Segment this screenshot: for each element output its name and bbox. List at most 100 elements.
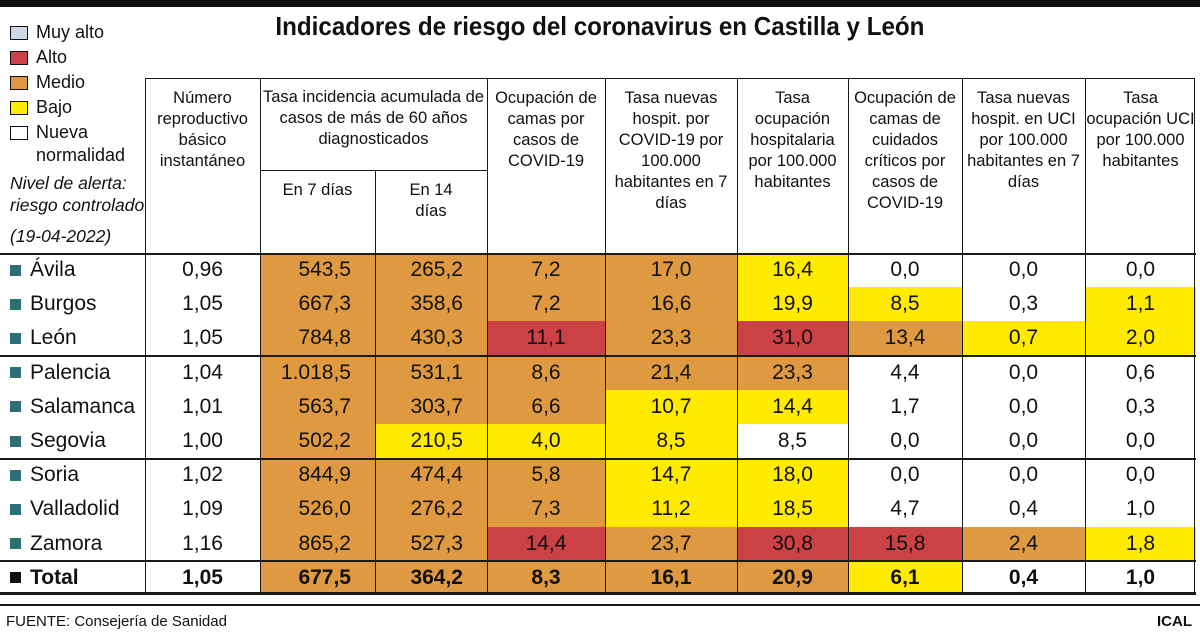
value-cell: 14,7 (605, 458, 737, 493)
province-name: León (30, 326, 77, 350)
province-name: Valladolid (30, 497, 120, 521)
col-header-hosp-occup: Tasa ocupación hospitalaria por 100.000 … (748, 89, 837, 191)
value-cell: 1,02 (145, 458, 260, 493)
value-cell: 667,3 (260, 287, 375, 322)
row-bullet-icon (10, 298, 21, 310)
value-cell: 8,3 (487, 560, 605, 595)
value-cell: 6,6 (487, 389, 605, 424)
row-label: Valladolid (0, 492, 145, 527)
col-header-new-hosp: Tasa nuevas hospit. por COVID-19 por 100… (614, 89, 728, 212)
legend-label: Muy alto (36, 22, 105, 42)
value-cell: 13,4 (848, 321, 962, 356)
legend-label: Alto (36, 47, 68, 67)
value-cell: 303,7 (375, 389, 487, 424)
value-cell: 21,4 (605, 355, 737, 390)
value-cell: 4,4 (848, 355, 962, 390)
value-cell: 6,1 (848, 560, 962, 595)
value-cell: 276,2 (375, 492, 487, 527)
row-bullet-icon (10, 435, 21, 447)
value-cell: 0,0 (848, 458, 962, 493)
value-cell: 16,1 (605, 560, 737, 595)
value-cell: 1,0 (1085, 560, 1196, 595)
risk-table: Número reproductivo básico instantáneo T… (0, 78, 1196, 595)
value-cell: 527,3 (375, 526, 487, 561)
value-cell: 1,8 (1085, 526, 1196, 561)
grid-line-vertical (962, 78, 963, 595)
province-name: Ávila (30, 258, 76, 282)
legend-item: Bajo (10, 97, 160, 119)
row-label: Segovia (0, 423, 145, 459)
value-cell: 1,05 (145, 321, 260, 356)
value-cell: 10,7 (605, 389, 737, 424)
value-cell: 784,8 (260, 321, 375, 356)
top-rule (0, 0, 1200, 7)
value-cell: 14,4 (737, 389, 848, 424)
row-label: León (0, 321, 145, 356)
row-label: Salamanca (0, 389, 145, 424)
value-cell: 1,01 (145, 389, 260, 424)
value-cell: 0,4 (962, 560, 1085, 595)
value-cell: 0,6 (1085, 355, 1196, 390)
grid-line-group-separator (0, 355, 1196, 357)
value-cell: 1,05 (145, 287, 260, 322)
value-cell: 11,2 (605, 492, 737, 527)
table-row: Salamanca 1,01 563,7 303,7 6,6 10,7 14,4 1,7 0,0… (0, 389, 1196, 424)
value-cell: 430,3 (375, 321, 487, 356)
grid-line-vertical (737, 78, 738, 595)
risk-swatch-nueva-normalidad-icon (10, 126, 28, 140)
legend-label: Nueva normalidad (36, 122, 126, 165)
value-cell: 210,5 (375, 423, 487, 459)
grid-line-vertical (1085, 78, 1086, 595)
alert-date: (19-04-2022) (10, 226, 112, 246)
value-cell: 1,7 (848, 389, 962, 424)
agency-credit: ICAL (1157, 613, 1192, 630)
value-cell: 1,00 (145, 423, 260, 459)
value-cell: 0,7 (962, 321, 1085, 356)
grid-line-vertical (145, 78, 146, 595)
value-cell: 8,6 (487, 355, 605, 390)
grid-line-vertical (375, 170, 376, 595)
col-header-icu-occup: Tasa ocupación UCI por 100.000 habitante… (1086, 89, 1195, 170)
table-body: Ávila 0,96 543,5 265,2 7,2 17,0 16,4 0,0 0,0 0,0 B… (0, 253, 1196, 595)
province-name: Total (30, 565, 79, 589)
value-cell: 265,2 (375, 253, 487, 288)
value-cell: 0,0 (1085, 253, 1196, 288)
legend-item: Alto (10, 47, 160, 69)
page-title: Indicadores de riesgo del coronavirus en… (0, 11, 1200, 42)
table-row: Ávila 0,96 543,5 265,2 7,2 17,0 16,4 0,0 0,0 0,0 (0, 253, 1196, 288)
col-header-icu-new: Tasa nuevas hospit. en UCI por 100.000 h… (967, 89, 1080, 191)
value-cell: 18,5 (737, 492, 848, 527)
value-cell: 7,3 (487, 492, 605, 527)
value-cell: 1,1 (1085, 287, 1196, 322)
value-cell: 0,0 (962, 458, 1085, 493)
value-cell: 358,6 (375, 287, 487, 322)
value-cell: 23,3 (737, 355, 848, 390)
row-bullet-icon (10, 538, 21, 550)
value-cell: 20,9 (737, 560, 848, 595)
grid-line-group-separator (0, 560, 1196, 562)
grid-line-table-bottom (0, 592, 1196, 595)
value-cell: 17,0 (605, 253, 737, 288)
value-cell: 23,7 (605, 526, 737, 561)
value-cell: 364,2 (375, 560, 487, 595)
province-name: Burgos (30, 292, 97, 316)
grid-line-vertical (605, 78, 606, 595)
risk-swatch-bajo-icon (10, 101, 28, 115)
row-label: Palencia (0, 355, 145, 390)
grid-line-group-separator (0, 458, 1196, 460)
col-header-icu-beds: Ocupación de camas de cuidados críticos … (854, 89, 956, 212)
province-name: Segovia (30, 429, 106, 453)
value-cell: 4,0 (487, 423, 605, 459)
value-cell: 7,2 (487, 253, 605, 288)
col-header-en14: En 14 días (409, 181, 453, 220)
row-bullet-icon (10, 503, 21, 515)
value-cell: 2,0 (1085, 321, 1196, 356)
legend-label: Bajo (36, 97, 73, 117)
value-cell: 531,1 (375, 355, 487, 390)
value-cell: 19,9 (737, 287, 848, 322)
value-cell: 31,0 (737, 321, 848, 356)
province-name: Zamora (30, 531, 103, 555)
value-cell: 16,6 (605, 287, 737, 322)
value-cell: 2,4 (962, 526, 1085, 561)
